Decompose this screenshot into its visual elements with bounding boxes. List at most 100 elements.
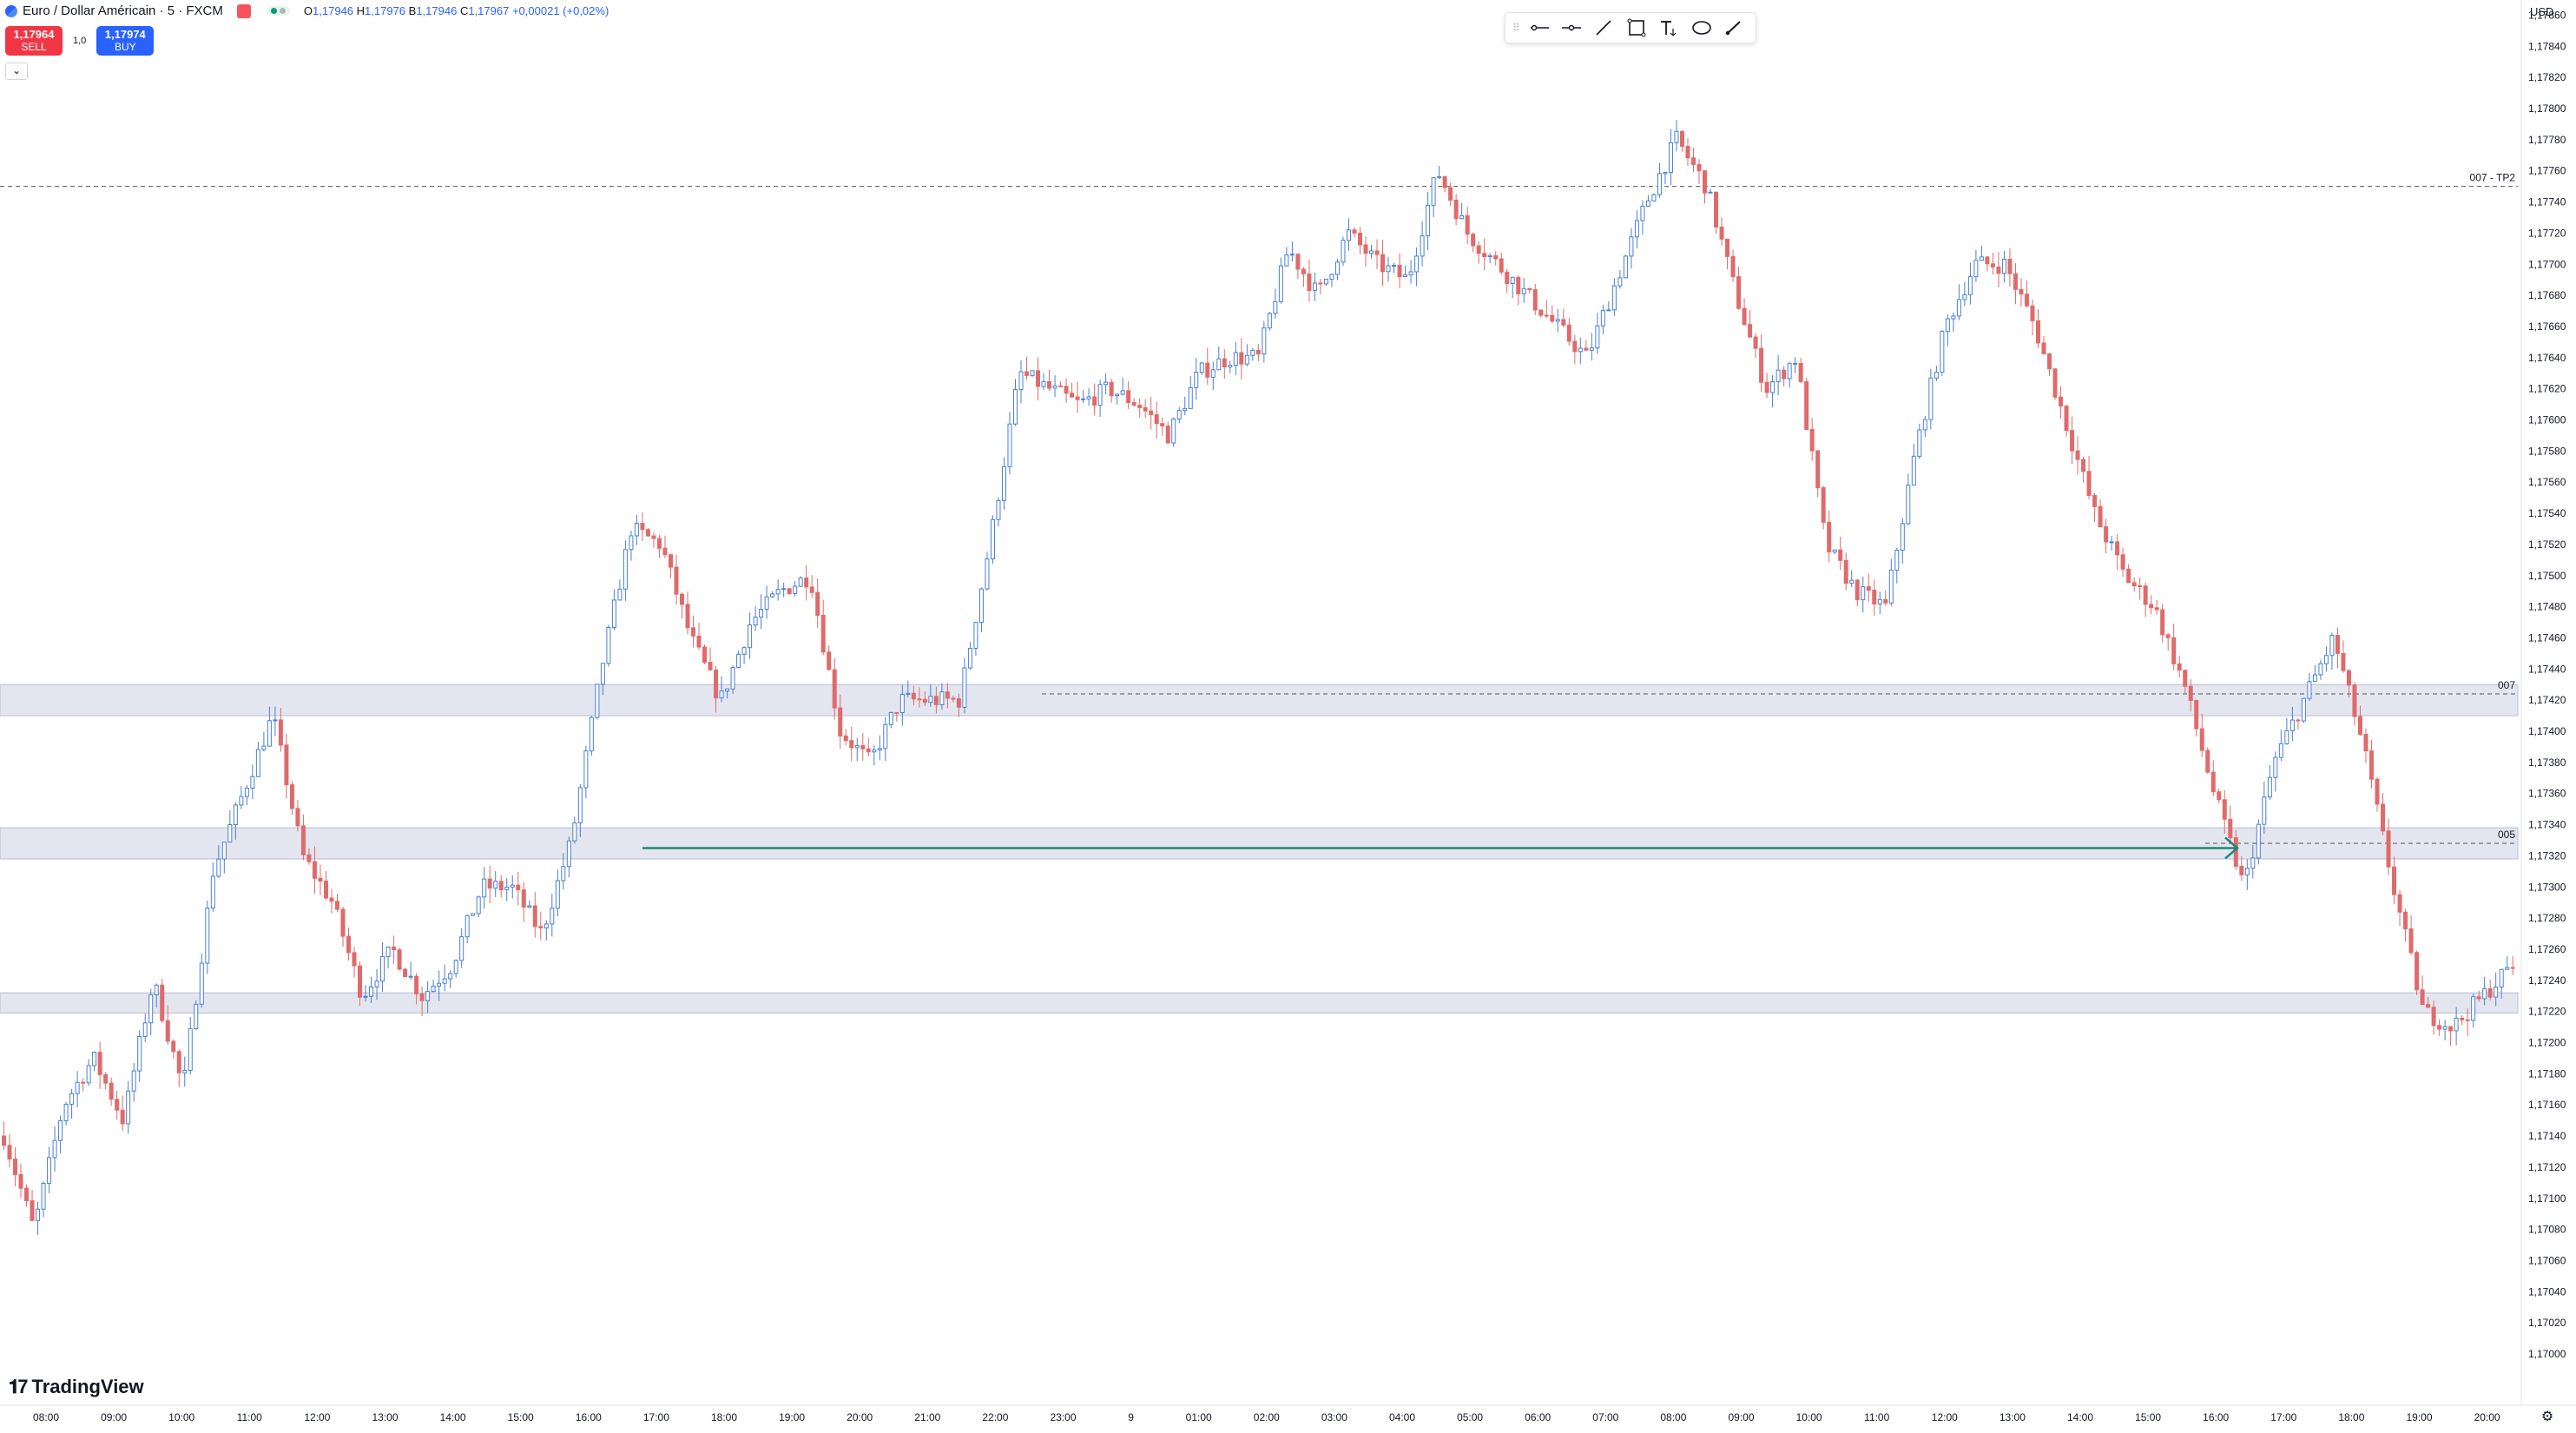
- candle: [1205, 347, 1210, 385]
- candle: [1770, 375, 1776, 408]
- price-tick-label: 1,17640: [2528, 352, 2566, 364]
- horizontal-ray-icon[interactable]: [1525, 15, 1553, 41]
- candle: [1917, 423, 1922, 459]
- low-value: 1,17946: [416, 4, 458, 17]
- price-tick-label: 1,17820: [2528, 71, 2566, 83]
- settings-icon[interactable]: ⚙: [2540, 1410, 2554, 1424]
- candle: [199, 953, 204, 1008]
- candle: [899, 684, 905, 726]
- line-labels: 007 - TP2 007 005: [2470, 172, 2516, 841]
- status-dot-icon: [279, 8, 286, 14]
- price-tick-label: 1,17460: [2528, 631, 2566, 644]
- candle: [1109, 378, 1114, 403]
- price-tick-label: 1,17680: [2528, 289, 2566, 301]
- horizontal-line-icon[interactable]: [1557, 15, 1585, 41]
- symbol-title[interactable]: Euro / Dollar Américain · 5 · FXCM: [23, 3, 223, 18]
- candle: [1888, 558, 1894, 606]
- candle: [1154, 401, 1159, 439]
- candle: [2442, 1019, 2448, 1040]
- price-axis[interactable]: 1,17860 1,17840 1,17820 1,17800 1,17780 1,177…: [2520, 0, 2566, 1405]
- open-label: O: [303, 4, 313, 17]
- candle: [2408, 915, 2414, 955]
- candle: [1555, 308, 1560, 333]
- currency-label[interactable]: USD: [2530, 5, 2554, 18]
- price-tick-label: 1,17300: [2528, 881, 2566, 893]
- candle: [1736, 267, 1742, 310]
- price-zone[interactable]: [0, 827, 2519, 860]
- candle: [1872, 579, 1877, 616]
- candle: [827, 645, 832, 670]
- flag-icon[interactable]: [236, 3, 251, 18]
- candle: [2420, 975, 2425, 1006]
- candle: [358, 961, 363, 1006]
- rectangle-icon[interactable]: [1622, 15, 1650, 41]
- candle: [928, 683, 933, 707]
- candle: [611, 589, 616, 631]
- ellipse-icon[interactable]: [1687, 15, 1716, 41]
- tradingview-logo[interactable]: 𝟏7 TradingView: [9, 1376, 144, 1398]
- collapse-button[interactable]: ⌄: [5, 63, 28, 80]
- candle: [1183, 396, 1188, 416]
- tp-line-label: 007 - TP2: [2470, 172, 2516, 184]
- price-tick-label: 1,17120: [2528, 1161, 2566, 1173]
- candle: [809, 575, 814, 598]
- time-tick-label: 18:00: [2338, 1411, 2364, 1423]
- buy-button[interactable]: 1,17974 BUY: [96, 26, 155, 56]
- candle: [2494, 972, 2499, 1007]
- candle: [2019, 278, 2024, 307]
- candle: [2323, 646, 2329, 672]
- candle: [532, 892, 537, 938]
- candle: [1199, 361, 1204, 375]
- price-tick-label: 1,17380: [2528, 756, 2566, 769]
- time-tick-label: 22:00: [982, 1411, 1008, 1423]
- time-tick-label: 18:00: [711, 1411, 737, 1423]
- candle: [171, 1039, 176, 1059]
- candle: [2131, 577, 2137, 592]
- candle: [555, 869, 560, 917]
- candle: [126, 1080, 131, 1134]
- candle: [1239, 338, 1244, 380]
- price-tick-label: 1,17000: [2528, 1348, 2566, 1360]
- time-tick-label: 13:00: [372, 1411, 398, 1423]
- candle: [239, 785, 244, 809]
- price-tick-label: 1,17780: [2528, 134, 2566, 146]
- candle: [922, 691, 927, 707]
- candle: [131, 1063, 136, 1102]
- candle: [165, 1005, 170, 1045]
- price-zone[interactable]: [0, 992, 2519, 1014]
- text-icon[interactable]: [1655, 15, 1683, 41]
- candle: [1176, 406, 1182, 424]
- candle: [120, 1095, 125, 1132]
- brush-icon[interactable]: [1720, 15, 1749, 41]
- candle: [2171, 624, 2177, 670]
- price-tick-label: 1,17140: [2528, 1130, 2566, 1142]
- drag-grip-icon[interactable]: ⠿: [1512, 22, 1520, 34]
- market-status-indicator[interactable]: [266, 6, 290, 16]
- candle: [617, 579, 623, 601]
- price-tick-label: 1,17740: [2528, 196, 2566, 208]
- time-axis[interactable]: 08:00 09:00 10:00 11:00 12:00 13:00 14:00 15:00…: [0, 1404, 2576, 1423]
- candle: [2403, 908, 2408, 942]
- candle: [2329, 632, 2335, 670]
- candle: [69, 1088, 75, 1119]
- candle: [397, 948, 402, 971]
- sell-button[interactable]: 1,17964 SELL: [5, 26, 63, 56]
- candle: [2244, 859, 2250, 890]
- candle: [1420, 221, 1425, 267]
- candle: [1459, 202, 1465, 220]
- candle: [906, 680, 911, 698]
- candle: [1866, 573, 1871, 602]
- candle: [2318, 659, 2323, 680]
- candle: [973, 621, 978, 656]
- price-zone[interactable]: [0, 683, 2519, 716]
- candle: [589, 716, 594, 756]
- candle: [1668, 129, 1673, 186]
- trend-line-icon[interactable]: [1590, 15, 1618, 41]
- price-tick-label: 1,17500: [2528, 570, 2566, 582]
- candle: [888, 711, 893, 729]
- candle: [1250, 347, 1255, 361]
- candle: [7, 1133, 12, 1168]
- level-005-label: 005: [2498, 829, 2515, 841]
- candle: [656, 535, 662, 558]
